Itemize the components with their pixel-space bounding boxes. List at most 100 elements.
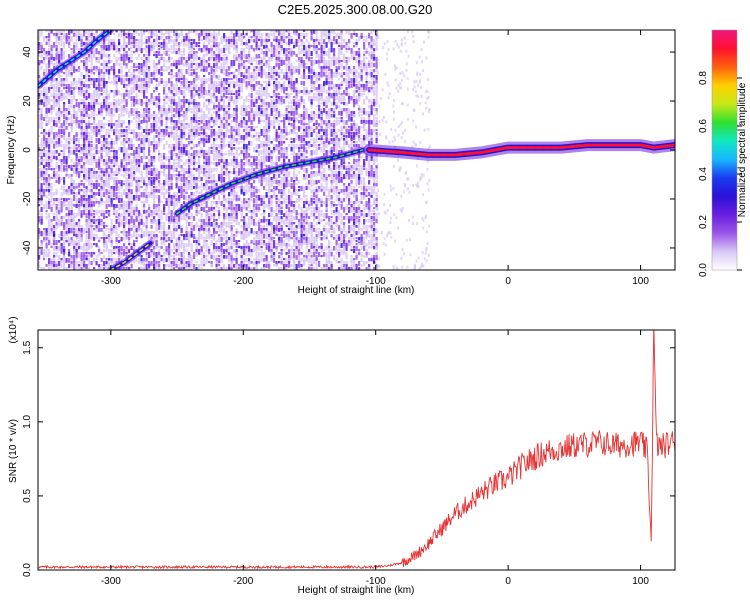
noise-cell — [83, 204, 86, 209]
noise-cell — [135, 114, 138, 118]
noise-cell — [185, 42, 188, 47]
noise-cell — [63, 33, 66, 37]
noise-cell — [75, 81, 78, 84]
noise-cell — [125, 33, 128, 36]
noise-cell — [93, 252, 96, 255]
noise-cell — [270, 213, 273, 218]
noise-cell — [60, 48, 63, 51]
noise-cell — [100, 180, 103, 183]
noise-cell — [268, 195, 271, 201]
noise-cell — [240, 48, 243, 52]
noise-cell — [250, 189, 253, 195]
noise-cell — [80, 60, 83, 63]
noise-cell — [100, 186, 103, 191]
noise-cell — [225, 54, 228, 58]
noise-cell — [128, 126, 131, 131]
noise-cell — [218, 267, 221, 270]
noise-cell — [188, 144, 191, 147]
noise-cell — [130, 54, 133, 59]
noise-cell — [73, 225, 76, 231]
noise-cell — [183, 96, 186, 99]
noise-cell — [145, 192, 148, 198]
noise-cell — [175, 75, 178, 78]
noise-cell — [105, 246, 108, 252]
noise-cell — [183, 261, 186, 267]
noise-cell — [155, 30, 158, 33]
noise-cell — [103, 240, 106, 245]
noise-cell — [70, 228, 73, 234]
noise-cell — [83, 213, 86, 216]
noise-cell — [165, 84, 168, 88]
noise-cell — [255, 195, 258, 201]
noise-cell — [85, 156, 88, 159]
noise-cell — [255, 72, 258, 76]
noise-cell — [88, 216, 91, 221]
noise-cell — [60, 69, 63, 73]
noise-cell — [243, 102, 246, 108]
noise-cell — [113, 54, 116, 58]
noise-cell — [150, 234, 153, 240]
noise-cell — [180, 258, 183, 264]
noise-cell — [128, 219, 131, 225]
noise-cell — [248, 216, 251, 219]
noise-cell — [60, 153, 63, 156]
noise-cell — [268, 93, 271, 98]
noise-cell — [78, 246, 81, 250]
noise-cell — [165, 120, 168, 126]
noise-cell — [175, 195, 178, 200]
noise-cell — [195, 75, 198, 81]
noise-cell — [143, 177, 146, 182]
noise-cell — [130, 39, 133, 45]
noise-cell — [273, 216, 276, 222]
noise-cell — [243, 60, 246, 64]
noise-cell — [145, 30, 148, 33]
noise-cell — [90, 66, 93, 72]
noise-cell — [90, 216, 93, 219]
noise-cell — [210, 54, 213, 59]
noise-cell — [45, 30, 48, 33]
noise-cell — [70, 174, 73, 177]
noise-cell — [273, 180, 276, 185]
noise-cell — [138, 267, 141, 270]
noise-cell — [115, 60, 118, 63]
noise-cell — [235, 30, 238, 35]
noise-cell — [125, 84, 128, 87]
noise-cell — [68, 105, 71, 108]
noise-cell — [203, 36, 206, 40]
noise-cell — [188, 165, 191, 168]
noise-cell — [238, 153, 241, 157]
noise-cell — [215, 60, 218, 65]
noise-cell — [185, 36, 188, 41]
noise-cell — [243, 243, 246, 248]
noise-cell — [228, 45, 231, 51]
noise-cell — [105, 87, 108, 93]
noise-cell — [240, 162, 243, 168]
noise-cell — [130, 138, 133, 143]
noise-cell — [40, 30, 43, 34]
noise-cell — [250, 135, 253, 139]
noise-cell — [80, 255, 83, 261]
noise-cell — [128, 195, 131, 201]
noise-cell — [265, 126, 268, 131]
noise-cell — [240, 207, 243, 213]
noise-cell — [265, 120, 268, 123]
noise-cell — [213, 111, 216, 114]
noise-cell — [40, 267, 43, 270]
noise-cell — [233, 156, 236, 161]
noise-cell — [160, 117, 163, 121]
noise-cell — [145, 135, 148, 141]
noise-cell — [185, 108, 188, 113]
noise-cell — [233, 159, 236, 162]
noise-cell — [123, 189, 126, 195]
noise-cell — [93, 90, 96, 94]
noise-cell — [128, 33, 131, 39]
noise-cell — [235, 45, 238, 51]
noise-cell — [40, 114, 43, 118]
noise-cell — [250, 126, 253, 132]
noise-cell — [195, 108, 198, 113]
noise-cell — [68, 213, 71, 216]
noise-cell — [225, 42, 228, 45]
noise-cell — [130, 90, 133, 95]
noise-cell — [118, 204, 121, 210]
noise-cell — [43, 189, 46, 193]
